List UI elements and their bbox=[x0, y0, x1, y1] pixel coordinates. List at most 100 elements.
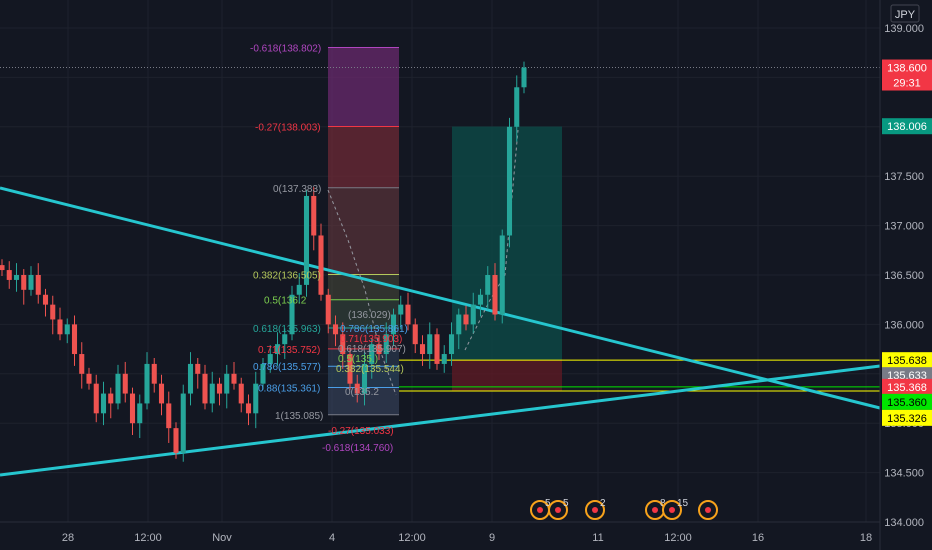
candle-body bbox=[274, 344, 281, 355]
price-tag-label: 135.368 bbox=[887, 382, 927, 394]
candle-body bbox=[195, 363, 201, 374]
candle-body bbox=[405, 304, 411, 325]
x-tick-label: 12:00 bbox=[134, 532, 162, 544]
candle-body bbox=[506, 126, 513, 236]
fib-band bbox=[328, 328, 399, 349]
candle-body bbox=[13, 275, 20, 280]
candle-body bbox=[282, 334, 288, 345]
price-tag bbox=[882, 59, 932, 76]
candle-body bbox=[390, 314, 397, 335]
candle-body bbox=[129, 393, 136, 424]
candle-body bbox=[93, 383, 99, 414]
candle-body bbox=[521, 67, 527, 88]
currency-label[interactable]: JPY bbox=[895, 9, 916, 21]
price-tag bbox=[882, 118, 932, 135]
price-tag bbox=[882, 393, 932, 410]
fib-label: 0.618(135.963) bbox=[253, 324, 321, 335]
fib-label: 0.71(135.903) bbox=[340, 334, 402, 345]
y-tick-label: 136.000 bbox=[884, 319, 924, 331]
event-badge-dot bbox=[555, 507, 561, 513]
fib-label: -0.27(135.033) bbox=[328, 426, 394, 437]
candle-body bbox=[158, 383, 165, 404]
candle-body bbox=[209, 383, 215, 404]
candle-body bbox=[492, 275, 498, 315]
candle-body bbox=[122, 373, 128, 394]
candle-body bbox=[318, 235, 324, 295]
candle-body bbox=[151, 363, 157, 384]
x-tick-label: 12:00 bbox=[398, 532, 426, 544]
ascending-trendline[interactable] bbox=[0, 364, 881, 477]
fib-label: 0.382(135.544) bbox=[336, 364, 404, 375]
candle-body bbox=[289, 294, 295, 335]
fib-label: 0(135.2 bbox=[345, 387, 379, 398]
descending-trendline[interactable] bbox=[0, 186, 881, 410]
fib-label: 0.5(135.) bbox=[338, 354, 378, 365]
fib-label: -0.618(134.760) bbox=[322, 443, 393, 454]
candle-body bbox=[485, 275, 491, 295]
price-tag-label: 135.360 bbox=[887, 397, 927, 409]
candle-body bbox=[463, 314, 469, 325]
price-tag-label: 138.006 bbox=[887, 121, 927, 133]
price-tag bbox=[882, 409, 932, 426]
x-tick-label: 9 bbox=[489, 532, 495, 544]
event-badge-count: 8 bbox=[660, 498, 666, 509]
candle-body bbox=[325, 294, 331, 325]
candle-body bbox=[267, 354, 273, 364]
event-badge-dot bbox=[652, 507, 658, 513]
x-tick-label: 18 bbox=[860, 532, 872, 544]
candle-body bbox=[260, 363, 266, 384]
price-tag bbox=[882, 74, 932, 91]
candle-body bbox=[42, 294, 49, 305]
y-tick-label: 136.500 bbox=[884, 270, 924, 282]
candle-body bbox=[296, 284, 302, 295]
candle-body bbox=[456, 314, 462, 335]
candle-body bbox=[187, 363, 194, 394]
candle-body bbox=[115, 373, 121, 404]
candle-body bbox=[340, 334, 346, 355]
candle-body bbox=[86, 373, 92, 384]
candle-body bbox=[238, 383, 244, 404]
fib-label: 0.618(135.907) bbox=[338, 344, 406, 355]
event-badge-dot bbox=[705, 507, 711, 513]
price-axis[interactable] bbox=[880, 0, 932, 550]
y-tick-label: 137.000 bbox=[884, 221, 924, 233]
candle-body bbox=[216, 383, 223, 394]
candle-body bbox=[144, 363, 150, 404]
candle-body bbox=[499, 235, 505, 315]
event-badge-count: 5 bbox=[545, 498, 551, 509]
candle-body bbox=[35, 275, 41, 295]
candle-body bbox=[173, 428, 179, 453]
event-badge-dot bbox=[537, 507, 543, 513]
event-badge-dot bbox=[669, 507, 675, 513]
candle-body bbox=[354, 383, 360, 394]
x-tick-label: Nov bbox=[212, 532, 232, 544]
candle-body bbox=[477, 294, 484, 305]
fib-label: 0.5(136.2 bbox=[264, 296, 307, 307]
candle-body bbox=[448, 334, 455, 355]
x-tick-label: 16 bbox=[752, 532, 764, 544]
candle-body bbox=[202, 373, 208, 404]
candle-body bbox=[441, 354, 447, 364]
fib-label: 0.88(135.361) bbox=[258, 384, 320, 395]
candle-body bbox=[361, 363, 368, 394]
candle-body bbox=[100, 393, 107, 414]
x-tick-label: 4 bbox=[329, 532, 335, 544]
fib-label: 0(137.383) bbox=[273, 184, 321, 195]
fib-label: 0.382(136.505) bbox=[253, 271, 321, 282]
candle-body bbox=[21, 275, 27, 290]
event-badge-count: 5 bbox=[563, 498, 569, 509]
fib-band bbox=[328, 126, 399, 188]
event-badge-dot bbox=[592, 507, 598, 513]
candle-body bbox=[231, 373, 237, 384]
fib-label: 0.786(135.861) bbox=[340, 324, 408, 335]
candle-body bbox=[166, 403, 172, 429]
price-tag-label: 138.600 bbox=[887, 63, 927, 75]
candle-body bbox=[434, 334, 440, 364]
candle-body bbox=[50, 304, 56, 320]
candle-body bbox=[383, 334, 389, 355]
currency-box[interactable] bbox=[890, 4, 920, 23]
candle-body bbox=[311, 195, 317, 236]
candle-body bbox=[332, 324, 339, 335]
